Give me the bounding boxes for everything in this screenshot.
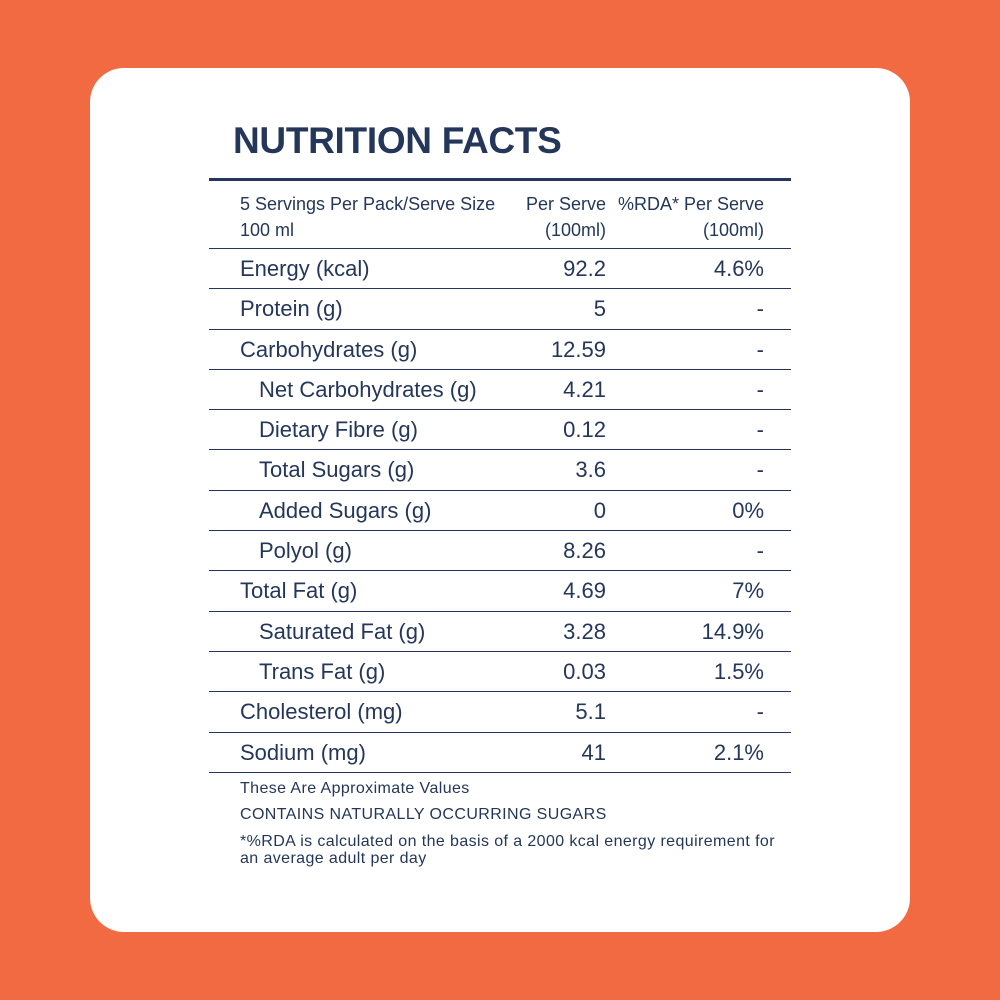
per-serve-value: 3.28 (563, 618, 606, 644)
table-row: Carbohydrates (g) 12.59 - (209, 330, 791, 370)
rda-value: - (756, 336, 764, 362)
footnotes: These Are Approximate Values CONTAINS NA… (240, 779, 780, 867)
nutrient-label: Total Fat (g) (240, 578, 358, 604)
header-per-serve: Per Serve (100ml) (525, 194, 606, 240)
table-body: Energy (kcal) 92.2 4.6% Protein (g) 5- Carboh… (209, 249, 791, 773)
header-servings: 5 Servings Per Pack/Serve Size 100 ml (240, 194, 496, 240)
table-row: Total Sugars (g) 3.6 - (209, 450, 791, 491)
rda-value: 2.1% (713, 739, 764, 765)
header-rda: %RDA* Per Serve (100ml) (617, 194, 764, 240)
nutrient-label: Polyol (g) (259, 538, 352, 564)
per-serve-value: 41 (581, 739, 606, 765)
per-serve-value: 0.03 (563, 658, 606, 684)
per-serve-value: 4.69 (563, 578, 606, 604)
table-row: Energy (kcal) 92.2 4.6% (209, 249, 791, 290)
rda-value: - (756, 376, 764, 402)
per-serve-value: 8.26 (563, 538, 606, 564)
nutrient-label: Dietary Fibre (g) (259, 417, 418, 443)
page-title: NUTRITION FACTS (233, 120, 562, 161)
per-serve-value: 5 (593, 296, 606, 322)
nutrient-label: Total Sugars (g) (259, 457, 415, 483)
per-serve-value: 0.12 (563, 417, 606, 443)
rda-value: 1.5% (713, 658, 764, 684)
per-serve-value: 92.2 (563, 256, 606, 281)
per-serve-value: 12.59 (550, 336, 606, 362)
nutrient-label: Carbohydrates (g) (240, 336, 418, 362)
note-sugars: CONTAINS NATURALLY OCCURRING SUGARS (240, 806, 607, 823)
rda-value: 7% (732, 578, 764, 604)
per-serve-value: 3.6 (575, 457, 606, 483)
rda-value: - (756, 538, 764, 564)
rda-value: 14.9% (701, 618, 764, 644)
per-serve-value: 0 (593, 497, 606, 523)
rda-value: - (756, 296, 764, 322)
nutrient-label: Sodium (mg) (240, 739, 366, 765)
per-serve-value: 5.1 (575, 699, 606, 725)
per-serve-value: 4.21 (563, 376, 606, 402)
table-row: Dietary Fibre (g) 0.12 - (209, 410, 791, 451)
table-row: Sodium (mg) 41 2.1% (209, 733, 791, 773)
table-header: 5 Servings Per Pack/Serve Size 100 ml Pe… (209, 181, 791, 249)
rda-value: - (756, 417, 764, 443)
nutrient-label: Net Carbohydrates (g) (259, 376, 477, 402)
nutrition-table: 5 Servings Per Pack/Serve Size 100 ml Pe… (209, 178, 791, 773)
table-row: Saturated Fat (g) 3.28 14.9% (209, 612, 791, 652)
rda-value: 4.6% (713, 256, 764, 281)
table-row: Net Carbohydrates (g) 4.21 - (209, 370, 791, 411)
table-row: Protein (g) 5 - (209, 289, 791, 330)
note-approximate: These Are Approximate Values (240, 780, 470, 797)
nutrition-card (90, 68, 910, 932)
table-top-rule (209, 178, 791, 181)
note-rda: *%RDA is calculated on the basis of a 20… (240, 833, 775, 867)
rda-value: 0% (732, 497, 764, 523)
table-row: Added Sugars (g) 0 0% (209, 491, 791, 532)
nutrient-label: Energy (kcal) (240, 256, 370, 281)
table-row: Total Fat (g) 4.69 7% (209, 571, 791, 612)
nutrient-label: Cholesterol (mg) (240, 699, 403, 725)
nutrient-label: Saturated Fat (g) (259, 618, 426, 644)
rda-value: - (756, 457, 764, 483)
rda-value: - (756, 699, 764, 725)
nutrient-label: Protein (g) (240, 296, 343, 322)
table-row: Trans Fat (g) 0.03 1.5% (209, 652, 791, 693)
nutrient-label: Trans Fat (g) (259, 658, 386, 684)
nutrient-label: Added Sugars (g) (259, 497, 432, 523)
table-row: Cholesterol (mg) 5.1 - (209, 692, 791, 733)
table-row: Polyol (g) 8.26 - (209, 531, 791, 572)
